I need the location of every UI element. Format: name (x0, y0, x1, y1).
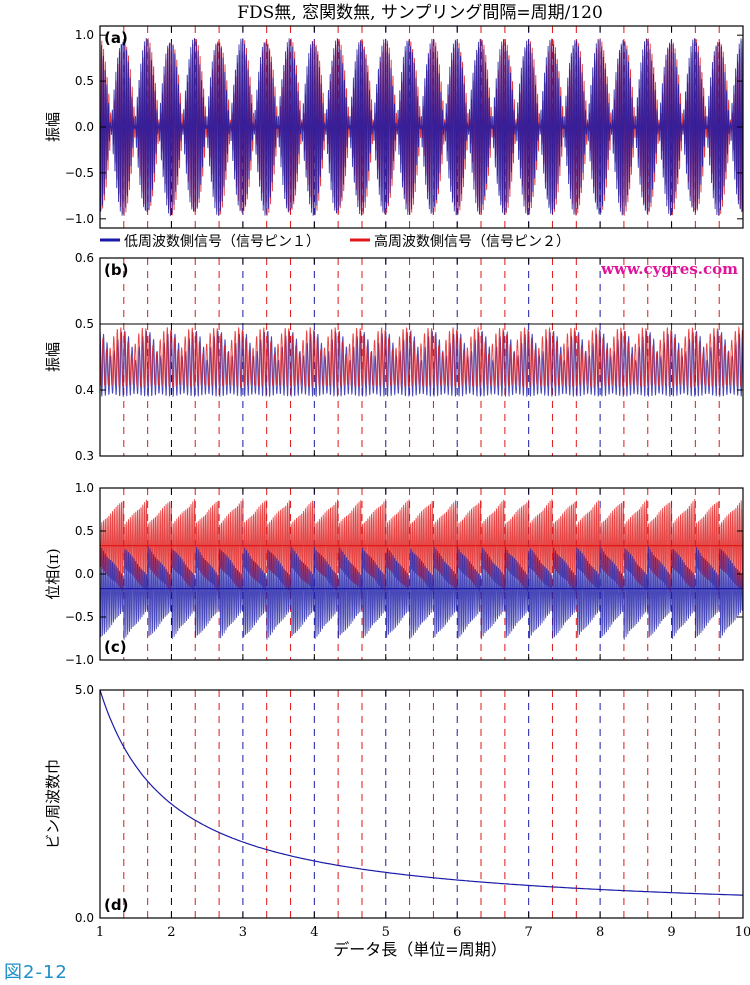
series-low-c (100, 545, 743, 640)
plot-area-a (100, 26, 743, 228)
legend-label-high: 高周波数側信号（信号ピン２） (374, 233, 570, 250)
xtick-label-9: 10 (735, 925, 750, 940)
ytick-label-b-0: 0.3 (75, 449, 94, 463)
xtick-label-8: 9 (667, 925, 675, 940)
xtick-label-6: 7 (525, 925, 533, 940)
ytick-label-a-1: −0.5 (65, 166, 94, 180)
ytick-label-a-2: 0.0 (75, 120, 94, 134)
ytick-label-b-2: 0.5 (75, 317, 94, 331)
plot-area-c (100, 488, 743, 660)
x-axis-label: データ長（単位=周期） (333, 940, 506, 958)
watermark: www.cygres.com (600, 260, 738, 278)
panel-label-a: (a) (104, 29, 128, 47)
x-tick-labels: 1 2 3 4 5 6 7 8 9 10 (96, 925, 750, 940)
ytick-label-d-0: 0.0 (75, 911, 94, 925)
panel-d: 0.0 5.0 (d) ビン周波数巾 (44, 683, 744, 925)
figure: FDS無, 窓関数無, サンプリング間隔=周期/120 −1.0−0.50.00… (44, 3, 750, 958)
plot-area-d (100, 690, 743, 918)
xtick-label-2: 3 (239, 925, 247, 940)
y-axis-label-c: 位相(π) (44, 548, 62, 600)
ytick-label-b-1: 0.4 (75, 383, 94, 397)
ytick-label-c-2: 0.0 (75, 567, 94, 581)
y-axis-label-b: 振幅 (44, 342, 62, 372)
frame-b (99, 257, 744, 457)
legend: 低周波数側信号（信号ピン１） 高周波数側信号（信号ピン２） (100, 233, 570, 250)
y-axis-label-a: 振幅 (44, 112, 62, 142)
xtick-label-1: 2 (167, 925, 175, 940)
series-low-a (100, 37, 743, 217)
xtick-label-0: 1 (96, 925, 104, 940)
plot-area-b (100, 258, 743, 456)
series-high-c (100, 498, 743, 593)
panel-a: −1.0 −0.5 0.0 0.5 1.0 (a) 振幅 (44, 25, 744, 229)
xtick-label-4: 5 (382, 925, 390, 940)
ytick-label-a-4: 1.0 (75, 28, 94, 42)
chart-title: FDS無, 窓関数無, サンプリング間隔=周期/120 (237, 3, 603, 23)
y-axis-label-d: ビン周波数巾 (44, 759, 62, 849)
series-high-b (100, 325, 743, 389)
panel-label-b: (b) (104, 261, 128, 279)
series-bin-width (100, 690, 743, 896)
ytick-label-c-3: 0.5 (75, 524, 94, 538)
panel-label-d: (d) (104, 896, 128, 914)
legend-label-low: 低周波数側信号（信号ピン１） (124, 234, 320, 250)
ytick-label-d-1: 5.0 (75, 683, 94, 697)
panel-b: 0.3 0.4 0.5 0.6 (b) 振幅 (44, 251, 744, 463)
ytick-label-c-0: −1.0 (65, 653, 94, 667)
panels: −1.0−0.50.00.51.0 (a)振幅0.30.40.50.6(b)振幅−… (44, 25, 744, 925)
ytick-label-a-3: 0.5 (75, 74, 94, 88)
panel-label-c: (c) (104, 638, 127, 656)
ytick-label-b-3: 0.6 (75, 251, 94, 265)
xtick-label-7: 8 (596, 925, 604, 940)
figure-label: 図2-12 (4, 962, 68, 983)
panel-c: −1.0 −0.5 0.0 0.5 1.0 (c) 位相(π) (44, 481, 744, 667)
ytick-label-a-0: −1.0 (65, 212, 94, 226)
xtick-label-5: 6 (453, 925, 461, 940)
ytick-label-c-4: 1.0 (75, 481, 94, 495)
xtick-label-3: 4 (310, 925, 318, 940)
ytick-label-c-1: −0.5 (65, 610, 94, 624)
frame-d (99, 689, 744, 919)
